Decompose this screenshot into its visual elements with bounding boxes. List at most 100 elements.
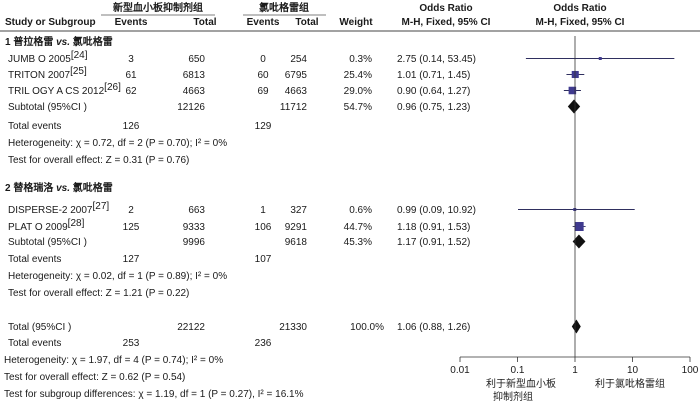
forest-rows: 1 普拉格雷 vs. 氯吡格雷 JUMB O 2005[24] 3 650 0 254 0.… xyxy=(4,35,476,400)
events-new: 61 xyxy=(125,70,137,81)
study-weight: 44.7% xyxy=(344,222,372,233)
subgroup-title-part: 替格瑞洛 xyxy=(11,181,55,194)
favours-right: 利于氯吡格雷组 xyxy=(595,377,665,390)
events-new: 62 xyxy=(125,86,137,97)
study-name: DISPERSE-2 2007[27] xyxy=(8,201,109,216)
total-weight: 100.0% xyxy=(350,322,384,333)
subtotal-n-new: 12126 xyxy=(177,102,205,113)
overall-effect: Test for overall effect: Z = 1.21 (P = 0… xyxy=(8,288,189,299)
overall-effect-test: Test for overall effect: Z = 0.62 (P = 0… xyxy=(4,372,185,383)
pooled-diamond xyxy=(572,234,586,249)
group-new-header: 新型血小板抑制剂组 xyxy=(113,1,203,14)
total-new: 6813 xyxy=(183,70,206,81)
study-name: TRITON 2007[25] xyxy=(8,66,87,81)
subtotal-n-clop: 9618 xyxy=(285,237,308,248)
study-or-text: 1.01 (0.71, 1.45) xyxy=(397,70,470,81)
events-clop: 69 xyxy=(257,86,269,97)
subtotal-n-clop: 11712 xyxy=(280,102,308,113)
study-name: PLAT O 2009[28] xyxy=(8,218,85,233)
total-clop: 327 xyxy=(290,205,307,216)
subgroup-title-part: 普拉格雷 xyxy=(11,35,54,48)
subgroup-title-part: 氯吡格雷 xyxy=(70,181,113,194)
axis-tick-label: 100 xyxy=(682,365,699,376)
study-name: JUMB O 2005[24] xyxy=(8,50,88,65)
total-or-text: 1.06 (0.88, 1.26) xyxy=(397,322,470,333)
study-or-text: 1.18 (0.91, 1.53) xyxy=(397,222,470,233)
or-header-right: Odds Ratio xyxy=(553,3,606,14)
subgroup-title-part: vs. xyxy=(53,183,70,194)
events-clop: 1 xyxy=(260,205,266,216)
total-new: 650 xyxy=(188,54,205,65)
subtotal-n-new: 9996 xyxy=(183,237,206,248)
axis-tick-label: 0.1 xyxy=(511,365,525,376)
total-events-new: 126 xyxy=(123,121,140,132)
col-total-1: Total xyxy=(193,17,216,28)
col-total-2: Total xyxy=(295,17,318,28)
study-or-text: 2.75 (0.14, 53.45) xyxy=(397,54,476,65)
overall-total: Total (95%CI ) 22122 21330 100.0% 1.06 (0.88… xyxy=(4,322,470,400)
study-weight: 25.4% xyxy=(344,70,372,81)
axis-tick-label: 10 xyxy=(627,365,639,376)
heterogeneity: Heterogeneity: χ = 0.02, df = 1 (P = 0.8… xyxy=(8,271,227,282)
events-new: 2 xyxy=(128,205,134,216)
study-marker xyxy=(598,57,602,60)
study-weight: 0.3% xyxy=(349,54,372,65)
study-or-text: 0.90 (0.64, 1.27) xyxy=(397,86,470,97)
study-reference: [27] xyxy=(93,201,110,212)
group-clop-header: 氯吡格雷组 xyxy=(259,1,309,14)
study-name: TRIL OGY A CS 2012[26] xyxy=(8,82,121,97)
col-weight: Weight xyxy=(339,17,373,28)
overall-effect: Test for overall effect: Z = 0.31 (P = 0… xyxy=(8,155,189,166)
col-events-1: Events xyxy=(115,17,148,28)
total-events-new: 127 xyxy=(123,254,140,265)
or-header-left: Odds Ratio xyxy=(419,3,472,14)
total-clop: 254 xyxy=(290,54,307,65)
study-reference: [24] xyxy=(71,50,88,61)
total-events-label: Total events xyxy=(8,254,61,265)
total-n-new: 22122 xyxy=(177,322,205,333)
subtotal-label: Subtotal (95%CI ) xyxy=(8,102,87,113)
total-new: 663 xyxy=(188,205,205,216)
total-new: 4663 xyxy=(183,86,206,97)
col-study: Study or Subgroup xyxy=(5,17,96,28)
study-reference: [26] xyxy=(104,82,121,93)
col-method-left: M-H, Fixed, 95% CI xyxy=(402,17,491,28)
overall-events-label: Total events xyxy=(8,338,61,349)
events-new: 125 xyxy=(123,222,140,233)
subgroup-title: 1 普拉格雷 vs. 氯吡格雷 xyxy=(5,35,113,48)
pooled-diamond xyxy=(567,99,581,114)
subgroup-title-part: vs. xyxy=(53,37,70,48)
overall-heterogeneity: Heterogeneity: χ = 1.97, df = 4 (P = 0.7… xyxy=(4,355,223,366)
favours-left-line1: 利于新型血小板 xyxy=(486,377,556,390)
subtotal-weight: 45.3% xyxy=(344,237,372,248)
study-marker xyxy=(574,222,584,231)
overall-events-clop: 236 xyxy=(255,338,272,349)
subtotal-label: Subtotal (95%CI ) xyxy=(8,237,87,248)
events-clop: 0 xyxy=(260,54,266,65)
study-or-text: 0.99 (0.09, 10.92) xyxy=(397,205,476,216)
events-clop: 106 xyxy=(255,222,272,233)
study-weight: 0.6% xyxy=(349,205,372,216)
col-method-right: M-H, Fixed, 95% CI xyxy=(536,17,625,28)
study-reference: [25] xyxy=(70,66,87,77)
total-clop: 6795 xyxy=(285,70,308,81)
subgroup-title: 2 替格瑞洛 vs. 氯吡格雷 xyxy=(5,181,113,194)
overall-events-new: 253 xyxy=(123,338,140,349)
total-n-clop: 21330 xyxy=(279,322,307,333)
heterogeneity: Heterogeneity: χ = 0.72, df = 2 (P = 0.7… xyxy=(8,138,227,149)
subgroup-diff-test: Test for subgroup differences: χ = 1.19,… xyxy=(4,389,304,400)
pooled-diamond xyxy=(571,319,581,334)
axis-tick-label: 1 xyxy=(572,365,578,376)
events-clop: 60 xyxy=(257,70,269,81)
subtotal-weight: 54.7% xyxy=(344,102,372,113)
subgroup-1: 1 普拉格雷 vs. 氯吡格雷 JUMB O 2005[24] 3 650 0 254 0.… xyxy=(5,35,476,166)
total-clop: 4663 xyxy=(285,86,308,97)
study-weight: 29.0% xyxy=(344,86,372,97)
total-events-label: Total events xyxy=(8,121,61,132)
total-clop: 9291 xyxy=(285,222,308,233)
total-events-clop: 107 xyxy=(255,254,272,265)
study-reference: [28] xyxy=(68,218,85,229)
